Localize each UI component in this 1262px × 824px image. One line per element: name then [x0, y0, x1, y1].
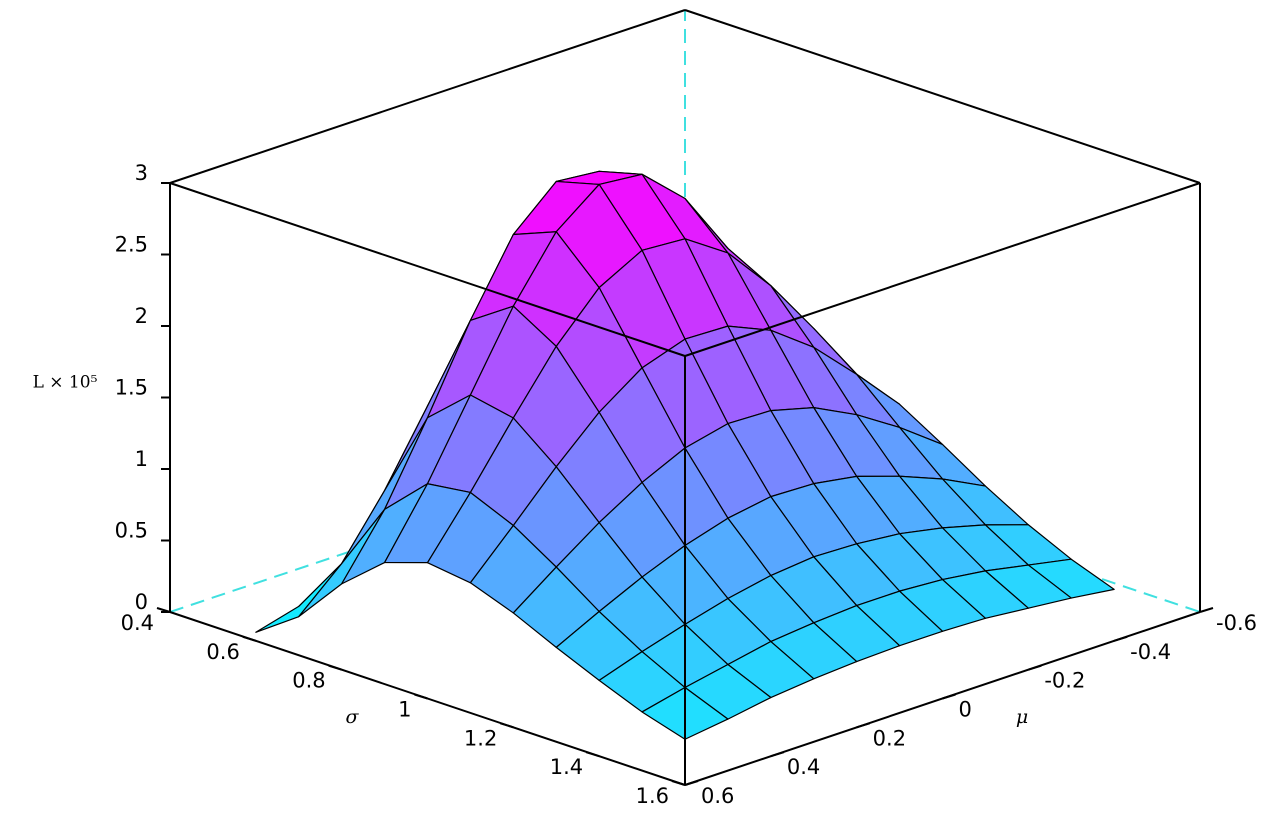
x-tick-label: 0.4 — [121, 611, 154, 635]
y-tick — [856, 722, 870, 729]
x-tick — [585, 751, 600, 758]
box-edge — [169, 9, 686, 184]
z-tick-label: 1 — [135, 447, 148, 471]
y-axis-label: μ — [1016, 706, 1028, 728]
y-tick — [1199, 607, 1214, 613]
x-tick-label: 0.8 — [292, 669, 325, 693]
x-tick-label: 1.2 — [464, 726, 497, 750]
z-tick-label: 2 — [135, 304, 148, 328]
x-tick-label: 0.6 — [206, 640, 239, 664]
y-tick — [770, 751, 785, 758]
box-edge — [684, 9, 1201, 184]
x-tick-label: 1.6 — [636, 784, 669, 808]
y-tick-label: -0.4 — [1130, 640, 1171, 664]
y-tick-label: 0.6 — [701, 784, 734, 808]
z-axis-label: L × 10⁵ — [33, 373, 98, 393]
box-edge — [169, 182, 686, 357]
y-tick-label: 0.2 — [873, 726, 906, 750]
y-tick — [1113, 635, 1128, 642]
x-tick — [671, 780, 686, 786]
z-tick-label: 0 — [135, 590, 148, 614]
y-tick — [1028, 664, 1042, 671]
z-tick-label: 0.5 — [115, 519, 148, 543]
box-edge — [684, 182, 1201, 357]
x-tick — [500, 722, 514, 729]
y-tick-label: 0.4 — [787, 755, 820, 779]
x-tick-label: 1.4 — [550, 755, 583, 779]
y-tick-label: -0.6 — [1216, 611, 1257, 635]
z-tick-label: 3 — [135, 161, 148, 185]
y-tick — [684, 780, 699, 786]
x-axis-label: σ — [346, 706, 360, 728]
y-tick-label: 0 — [959, 698, 972, 722]
x-tick — [156, 607, 171, 613]
y-tick — [942, 693, 956, 700]
surface-patch — [255, 563, 343, 633]
x-tick — [414, 693, 428, 700]
x-tick — [242, 635, 257, 642]
x-tick — [328, 664, 342, 671]
z-tick-label: 2.5 — [115, 233, 148, 257]
x-tick-label: 1 — [398, 698, 411, 722]
y-tick-label: -0.2 — [1044, 669, 1085, 693]
z-tick-label: 1.5 — [115, 376, 148, 400]
